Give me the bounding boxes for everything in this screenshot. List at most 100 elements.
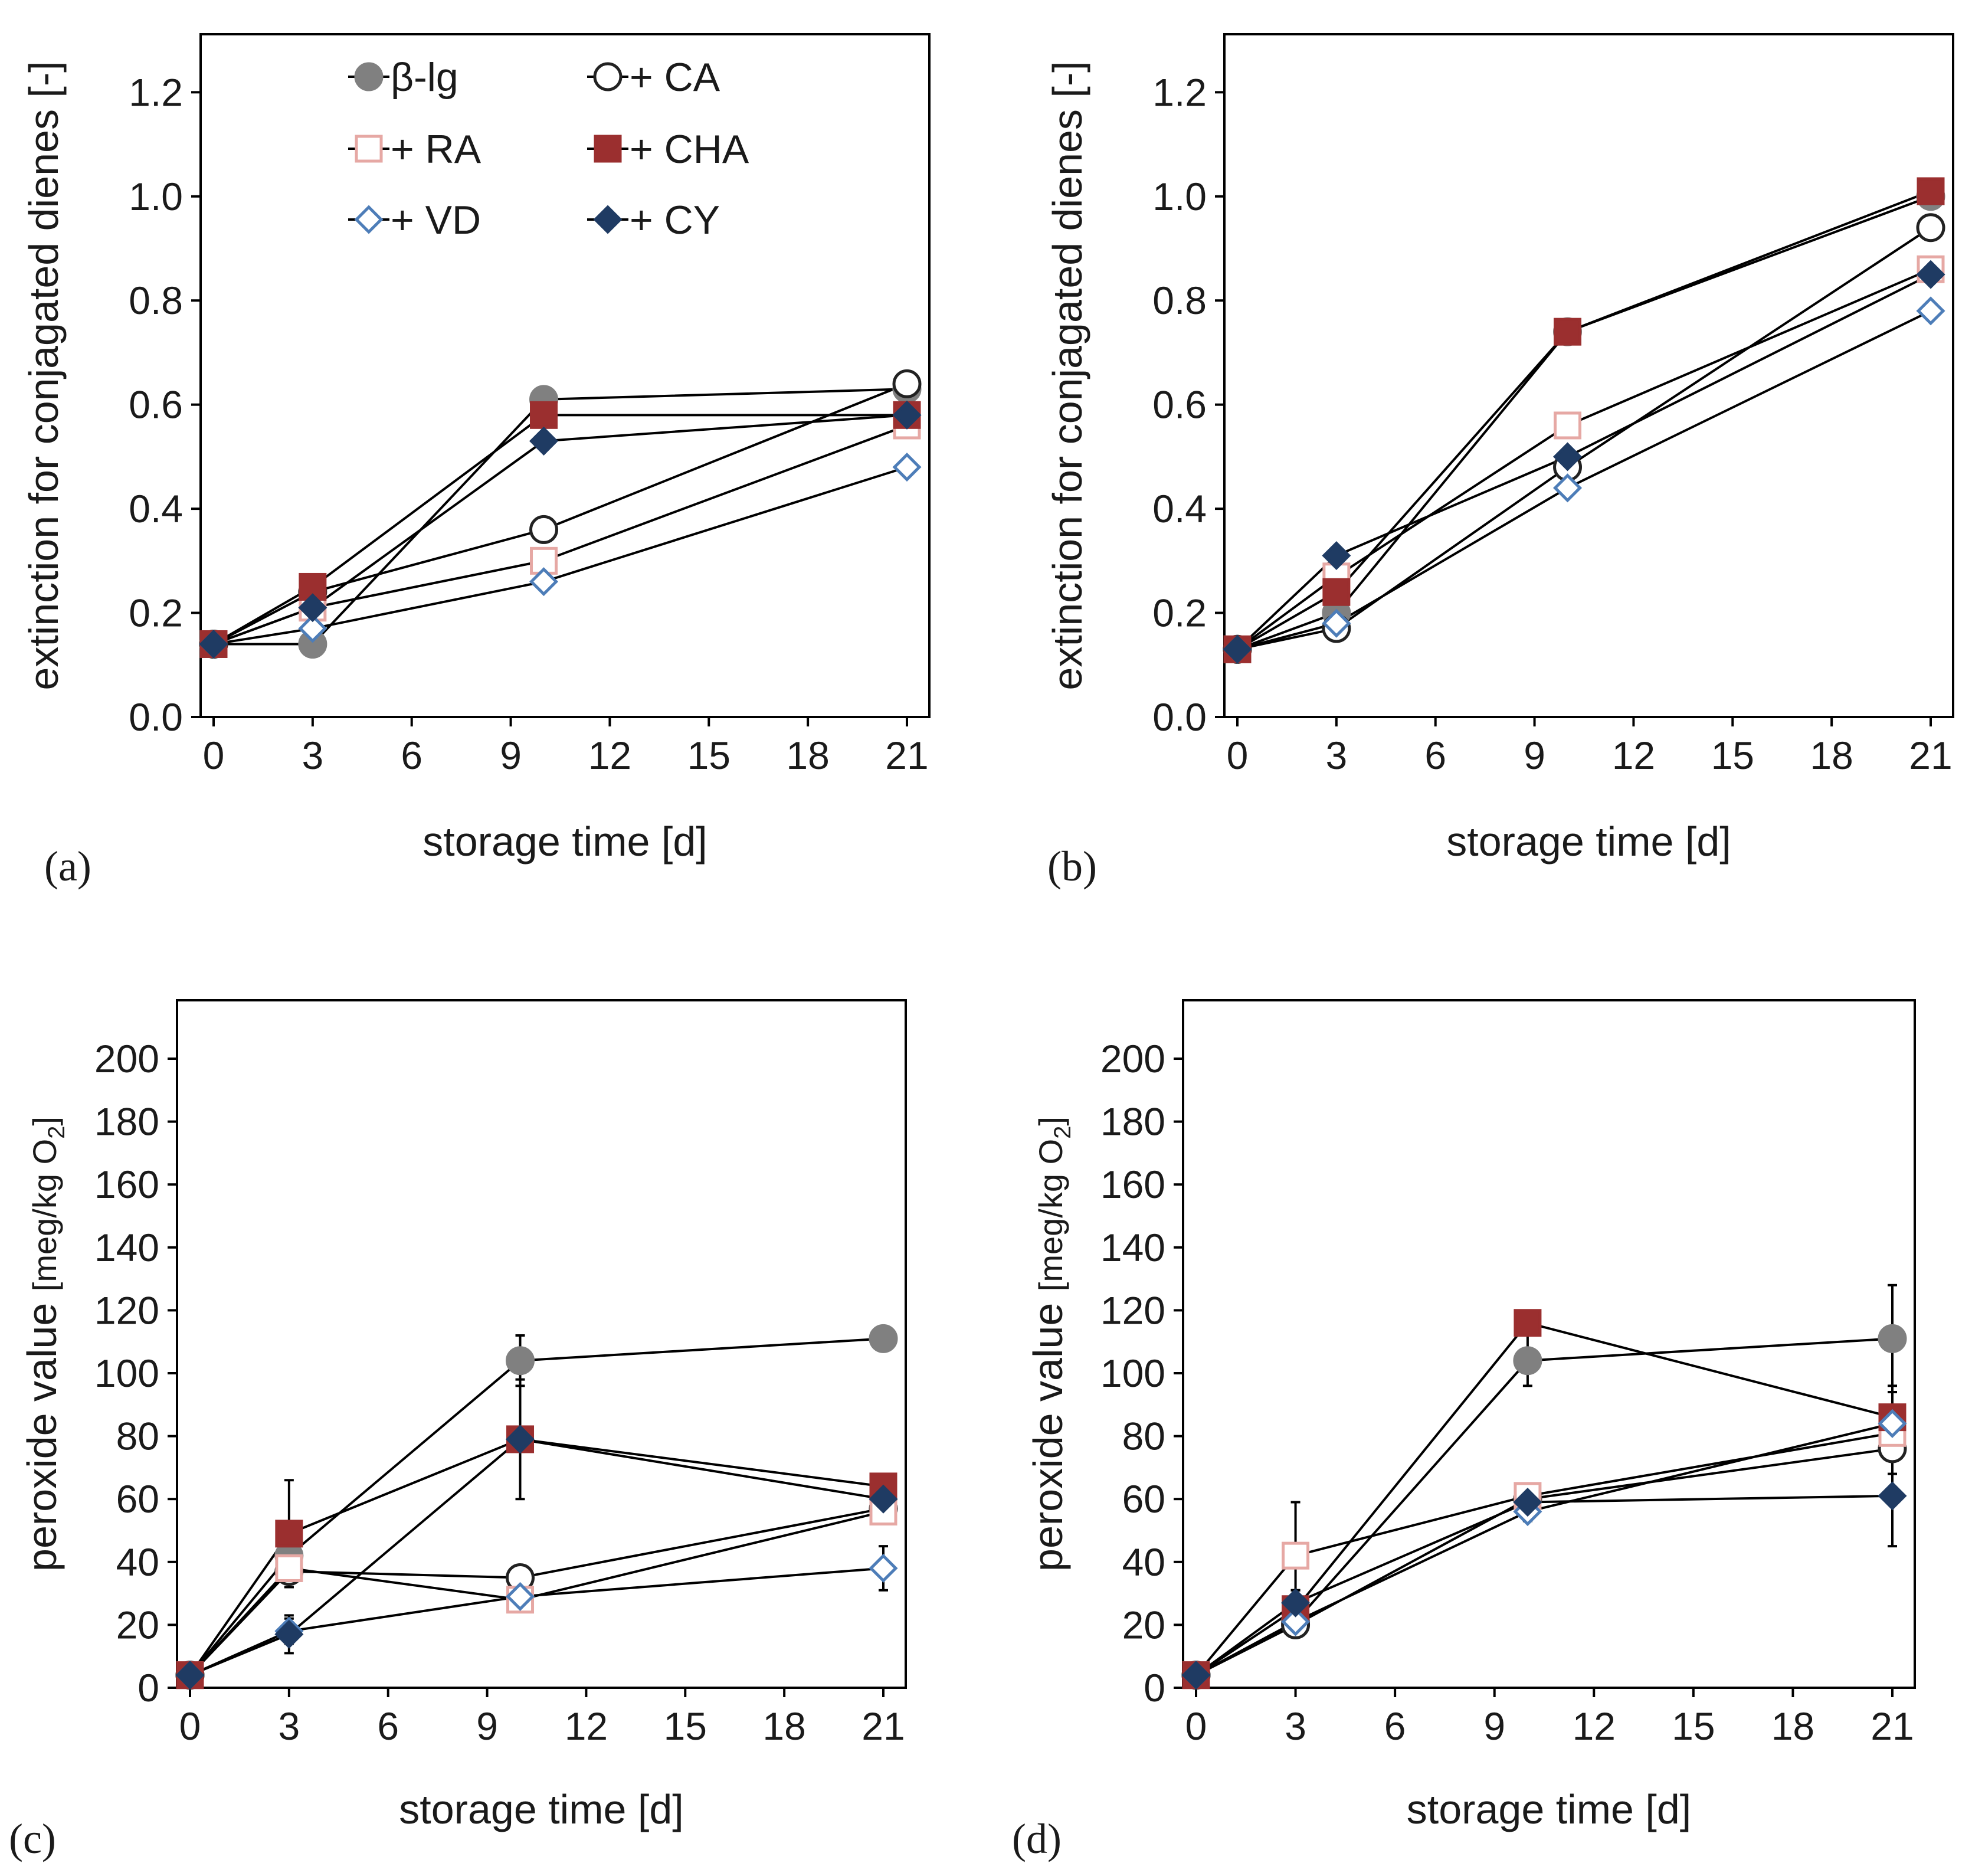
y-tick-label: 60 [1122, 1477, 1165, 1521]
x-tick-label: 9 [476, 1704, 498, 1748]
y-tick-label: 0.8 [129, 279, 183, 322]
series-line-cha [212, 414, 907, 646]
legend-marker-ca [593, 62, 623, 91]
data-point-cy [869, 1484, 898, 1514]
data-point-cy [298, 593, 327, 623]
series-line-ra [1195, 1432, 1893, 1676]
y-tick-label: 0.0 [129, 695, 183, 739]
series-line-cy [189, 1438, 884, 1677]
series-line-ca [213, 382, 908, 646]
plot-frame [1182, 999, 1916, 1689]
data-point-ca [529, 515, 559, 544]
series-line-cy [1236, 273, 1931, 650]
y-tick-label: 80 [1122, 1415, 1165, 1458]
series-line-vd [1195, 1422, 1893, 1677]
x-tick-label: 0 [1185, 1704, 1207, 1748]
x-tick-label: 12 [1573, 1704, 1616, 1748]
data-point-ca [1916, 213, 1945, 243]
data-point-cha [1514, 1309, 1542, 1337]
data-point-cy [175, 1661, 205, 1690]
y-tick-label: 0.2 [1152, 591, 1207, 635]
x-tick-label: 9 [500, 734, 522, 777]
data-point-beta_lg [1878, 1324, 1907, 1353]
x-tick-label: 9 [1524, 734, 1545, 777]
data-point-cy [1916, 260, 1945, 289]
data-point-cy [1181, 1661, 1211, 1690]
y-tick-label: 0.6 [129, 383, 183, 427]
data-point-vd [1281, 1607, 1311, 1636]
series-line-beta_lg [214, 388, 908, 646]
data-point-vd [1878, 1409, 1907, 1438]
legend-marker-ra [355, 135, 383, 163]
data-point-ra [1554, 411, 1582, 440]
data-point-cy [199, 629, 228, 659]
legend-label-ra: + RA [391, 127, 481, 172]
legend-marker-vd [354, 205, 384, 234]
panel-b: 0.0 0.2 0.4 0.6 0.8 1.0 1.2 0 3 6 9 12 15 18 21 storage… [1044, 33, 1954, 890]
series-line-cy [213, 414, 908, 646]
y-tick-label: 40 [116, 1540, 159, 1584]
data-point-vd [892, 453, 922, 482]
y-tick-label: 1.2 [129, 70, 183, 114]
y-tick-label: 140 [94, 1226, 159, 1269]
y-tick-label: 0 [1144, 1666, 1165, 1710]
x-tick-label: 18 [1810, 734, 1853, 777]
y-tick-label: 0 [137, 1666, 159, 1710]
plot-frame [176, 999, 907, 1689]
panel-d: 0 20 40 60 80 100 120 140 160 180 200 0 3 6 9 12 15 18 21 s… [1012, 999, 1916, 1862]
data-point-cy [1322, 541, 1351, 571]
y-tick-label: 160 [1100, 1163, 1165, 1206]
y-axis-label: peroxide value [meg/kg O2] [19, 1117, 70, 1571]
series-line-cy [1195, 1494, 1893, 1677]
series-line-cha [1195, 1321, 1893, 1677]
y-tick-label: 40 [1122, 1540, 1165, 1584]
data-point-beta_lg [506, 1346, 535, 1376]
y-tick-label: 180 [1100, 1100, 1165, 1144]
panel-label: (d) [1012, 1815, 1062, 1862]
y-tick-label: 100 [1100, 1351, 1165, 1395]
y-tick-label: 200 [94, 1037, 159, 1081]
panel-label: (b) [1047, 843, 1097, 890]
y-tick-label: 160 [94, 1163, 159, 1206]
data-point-beta_lg [869, 1324, 898, 1353]
x-tick-label: 3 [278, 1704, 300, 1748]
series-line-ra [189, 1510, 884, 1677]
x-tick-label: 18 [1771, 1704, 1814, 1748]
y-tick-label: 1.0 [129, 175, 183, 218]
data-point-cy [1223, 634, 1252, 664]
y-tick-label: 0.4 [1152, 487, 1207, 531]
data-point-ra [1282, 1541, 1310, 1570]
y-tick-label: 100 [94, 1351, 159, 1395]
x-tick-label: 21 [861, 1704, 905, 1748]
x-axis-label: storage time [d] [1446, 819, 1731, 865]
y-tick-label: 0.0 [1152, 695, 1207, 739]
data-point-cha [1917, 177, 1945, 205]
x-tick-label: 0 [179, 1704, 201, 1748]
x-tick-label: 9 [1483, 1704, 1505, 1748]
data-point-vd [505, 1582, 535, 1611]
x-tick-label: 12 [1612, 734, 1655, 777]
data-point-cha [1322, 578, 1351, 606]
y-tick-label: 0.8 [1152, 279, 1207, 322]
panel-a: 0.0 0.2 0.4 0.6 0.8 1.0 1.2 0 3 6 9 12 15 18 21 storage… [21, 33, 931, 890]
y-axis-label: extinction for conjagated dienes [-] [1044, 61, 1090, 690]
data-point-cy [1513, 1488, 1542, 1517]
series-line-vd [1237, 310, 1931, 651]
data-point-beta_lg [1513, 1346, 1542, 1376]
x-tick-label: 15 [687, 734, 731, 777]
x-tick-label: 6 [1384, 1704, 1406, 1748]
legend-label-cha: + CHA [630, 127, 749, 172]
data-point-cy [892, 400, 922, 430]
data-point-vd [529, 567, 559, 597]
data-point-cha [530, 401, 558, 429]
x-tick-label: 6 [1424, 734, 1446, 777]
y-tick-label: 1.2 [1152, 70, 1207, 114]
y-axis-label: peroxide value [meg/kg O2] [1025, 1117, 1076, 1571]
series-line-vd [189, 1567, 884, 1677]
data-point-cy [529, 426, 559, 456]
data-point-vd [869, 1553, 898, 1583]
y-tick-label: 180 [94, 1100, 159, 1144]
data-point-cy [1878, 1481, 1907, 1511]
panel-label: (a) [44, 843, 91, 890]
legend-marker-cha [594, 135, 622, 163]
